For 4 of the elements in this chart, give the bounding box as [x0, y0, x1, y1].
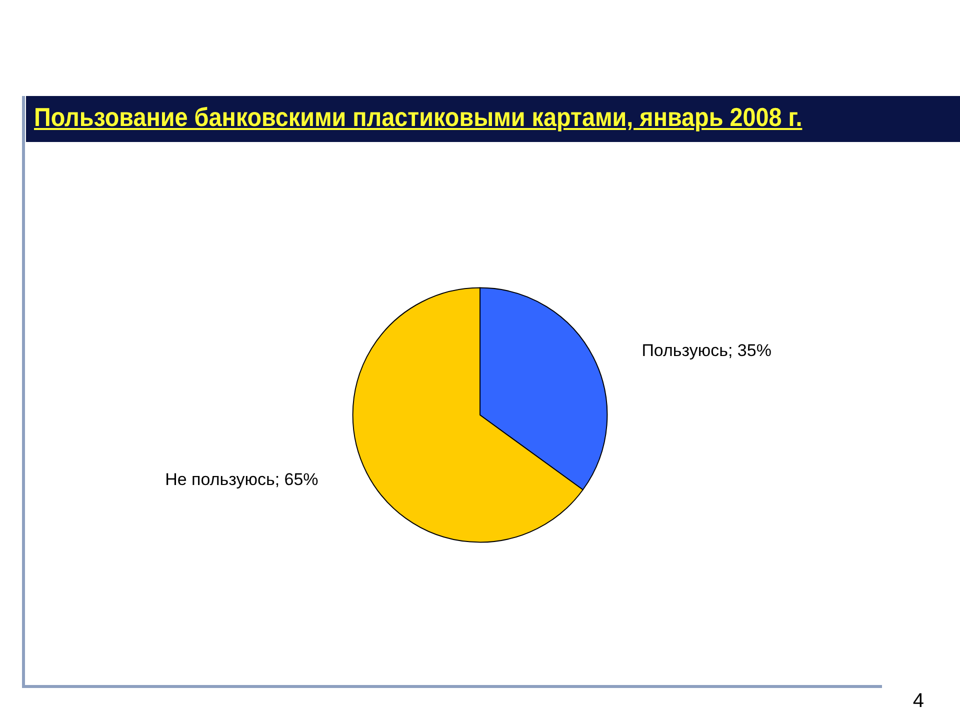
text: 4 [912, 690, 924, 713]
chart-title: Пользование банковскими пластиковыми картами, январь 2008 г. [34, 102, 802, 133]
slice-label: Пользуюсь; 35% [642, 340, 772, 360]
slice-label: Не пользуюсь; 65% [165, 470, 318, 490]
